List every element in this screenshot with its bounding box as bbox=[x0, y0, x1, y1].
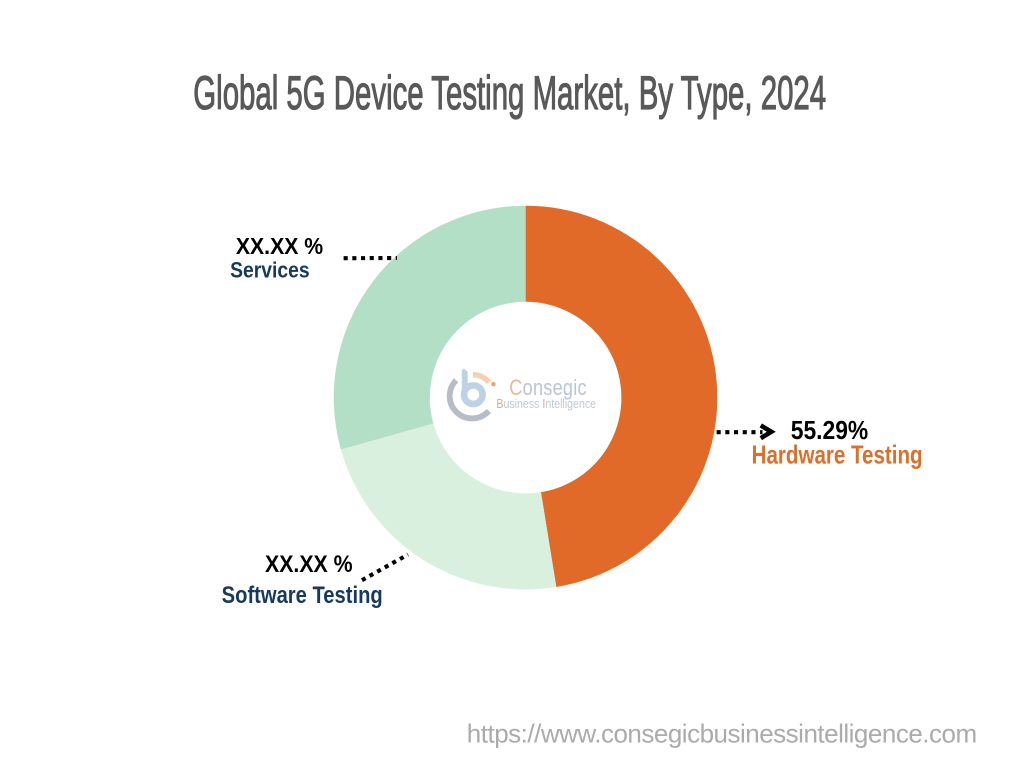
svg-text:https://www.consegicbusinessin: https://www.consegicbusinessintelligence… bbox=[467, 719, 977, 749]
svg-text:XX.XX %: XX.XX % bbox=[236, 233, 323, 259]
svg-text:Services: Services bbox=[230, 259, 310, 283]
svg-text:Business Intelligence: Business Intelligence bbox=[496, 396, 596, 411]
svg-text:Software Testing: Software Testing bbox=[222, 582, 383, 609]
svg-text:XX.XX %: XX.XX % bbox=[265, 551, 353, 577]
svg-text:Global 5G Device Testing Marke: Global 5G Device Testing Market, By Type… bbox=[193, 68, 826, 120]
svg-text:Hardware Testing: Hardware Testing bbox=[752, 441, 923, 470]
